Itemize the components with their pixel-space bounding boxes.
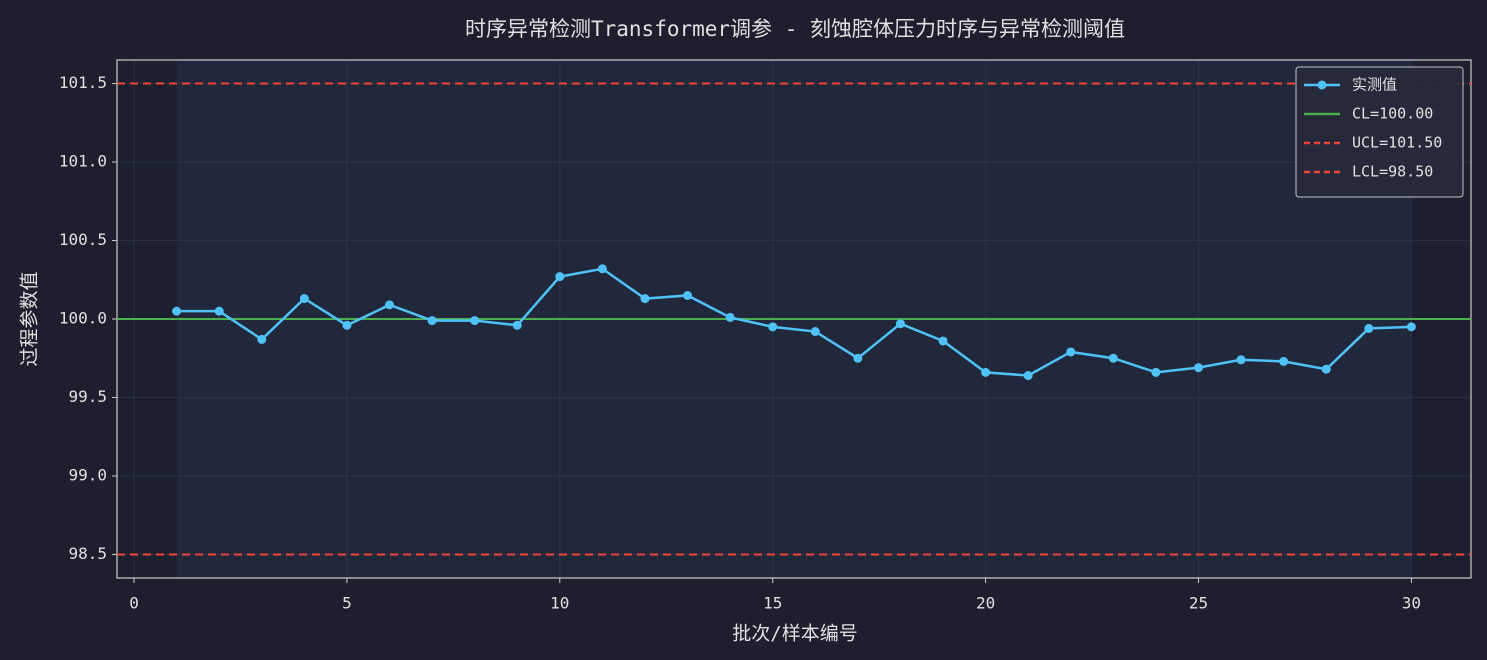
- point: [810, 327, 820, 337]
- point: [1066, 347, 1076, 357]
- point: [597, 264, 607, 274]
- point: [172, 306, 182, 316]
- x-tick-label: 10: [550, 594, 569, 613]
- x-tick-label: 0: [129, 594, 139, 613]
- point: [214, 306, 224, 316]
- point: [640, 294, 650, 304]
- point: [683, 290, 693, 300]
- y-tick-label: 99.5: [68, 387, 107, 406]
- point: [427, 316, 437, 326]
- point: [1406, 322, 1416, 332]
- x-tick-label: 20: [976, 594, 995, 613]
- point: [768, 322, 778, 332]
- legend-label: UCL=101.50: [1352, 134, 1442, 152]
- point: [725, 312, 735, 322]
- y-tick-label: 101.5: [59, 73, 107, 92]
- chart-title: 时序异常检测Transformer调参 - 刻蚀腔体压力时序与异常检测阈值: [465, 17, 1125, 41]
- x-tick-label: 15: [763, 594, 782, 613]
- x-tick-label: 5: [342, 594, 352, 613]
- point: [895, 319, 905, 329]
- y-tick-label: 101.0: [59, 152, 107, 171]
- y-tick-label: 100.0: [59, 309, 107, 328]
- series-line: [176, 267, 1412, 377]
- point: [981, 367, 991, 377]
- point: [342, 320, 352, 330]
- legend-label: LCL=98.50: [1352, 163, 1433, 181]
- point: [1279, 356, 1289, 366]
- point: [555, 272, 565, 282]
- legend-box: [1295, 66, 1464, 198]
- point: [1236, 355, 1246, 365]
- point: [1108, 353, 1118, 363]
- legend: 实测值 CL=100.00 UCL=101.50 LCL=98.50: [1295, 66, 1464, 198]
- legend-label: 实测值: [1352, 76, 1397, 94]
- point: [1364, 323, 1374, 333]
- point: [512, 320, 522, 330]
- point: [1023, 371, 1033, 381]
- point: [257, 334, 267, 344]
- point: [385, 300, 395, 310]
- y-tick-label: 99.0: [68, 465, 107, 484]
- point: [853, 353, 863, 363]
- point: [1151, 367, 1161, 377]
- point: [938, 336, 948, 346]
- x-tick-label: 25: [1189, 594, 1208, 613]
- legend-label: CL=100.00: [1352, 105, 1433, 123]
- y-tick-label: 98.5: [68, 544, 107, 563]
- legend-marker: [1317, 80, 1327, 90]
- point: [1321, 364, 1331, 374]
- y-axis-label: 过程参数值: [19, 271, 41, 366]
- point: [470, 316, 480, 326]
- x-tick-label: 30: [1402, 594, 1421, 613]
- x-axis-label: 批次/样本编号: [732, 623, 857, 645]
- point: [299, 294, 309, 304]
- point: [1193, 363, 1203, 373]
- y-tick-label: 100.5: [59, 230, 107, 249]
